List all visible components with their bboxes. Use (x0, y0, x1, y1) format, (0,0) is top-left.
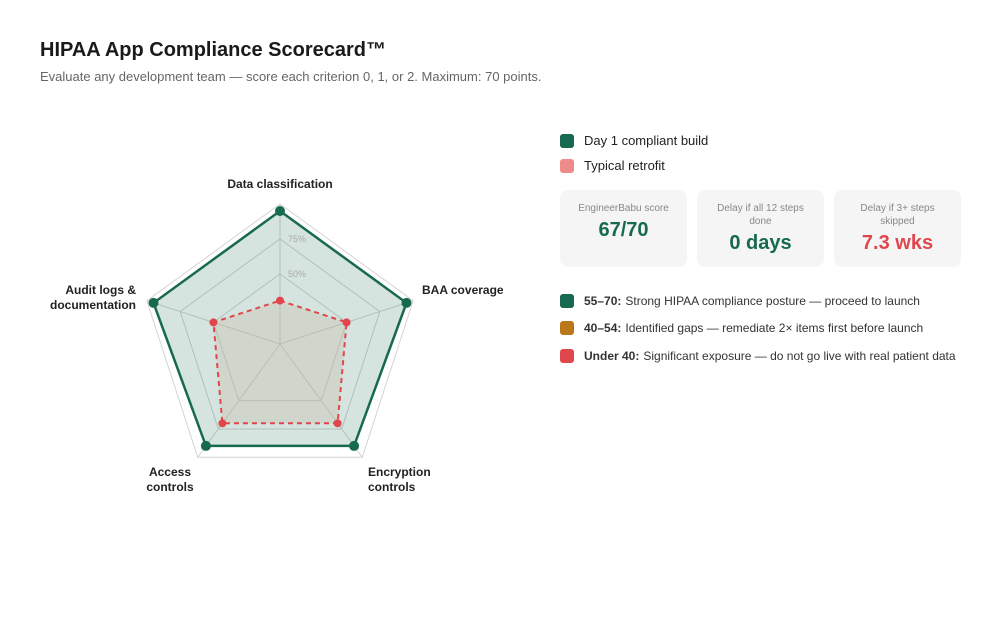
radar-chart: 50% 75% (146, 203, 414, 458)
axis-label: Access controls (146, 465, 194, 494)
legend-item: Typical retrofit (560, 153, 708, 178)
threshold-text: Identified gaps — remediate 2× items fir… (625, 321, 924, 336)
legend-item: Day 1 compliant build (560, 128, 708, 153)
stat-card: EngineerBabu score 67/70 (560, 190, 687, 267)
card-label: Delay if 3+ steps skipped (860, 203, 935, 227)
stat-card: Delay if 3+ steps skipped 7.3 wks (834, 190, 961, 267)
data-point (276, 296, 284, 305)
grid-spoke (197, 343, 281, 458)
subtitle: Evaluate any development team — score ea… (40, 69, 542, 84)
stat-cards: EngineerBabu score 67/70 Delay if all 12 s… (560, 190, 961, 267)
threshold-range: 55–70: (584, 293, 622, 308)
tick-label: 50% (288, 269, 306, 279)
data-point (401, 297, 412, 308)
legend-swatch (560, 133, 574, 148)
axis-label: BAA coverage (422, 283, 504, 297)
series-area (212, 299, 348, 425)
stat-card: Delay if all 12 steps done 0 days (697, 190, 824, 267)
data-point (200, 440, 211, 451)
grid-ring (179, 238, 381, 430)
legend-label: Typical retrofit (584, 158, 665, 173)
threshold-range: Under 40: (584, 348, 640, 363)
threshold-text: Significant exposure — do not go live wi… (643, 348, 956, 363)
grid-spoke (279, 343, 363, 458)
legend-swatch (560, 158, 574, 173)
threshold-range: 40–54: (584, 321, 622, 336)
data-point (342, 318, 351, 327)
grid-ring (212, 273, 348, 402)
data-point (349, 440, 360, 451)
series-area (152, 209, 408, 448)
data-point (275, 206, 285, 216)
threshold-swatch (560, 348, 574, 363)
grid-ring (146, 203, 414, 458)
thresholds: 55–70: Strong HIPAA compliance posture — … (560, 287, 956, 370)
data-point (333, 419, 342, 428)
card-label: Delay if all 12 steps done (717, 203, 804, 227)
threshold-item: 40–54: Identified gaps — remediate 2× ite… (560, 315, 956, 343)
legend: Day 1 compliant build Typical retrofit (560, 128, 708, 178)
threshold-text: Strong HIPAA compliance posture — procee… (625, 293, 920, 308)
title: HIPAA App Compliance Scorecard™ (40, 39, 386, 61)
threshold-swatch (560, 293, 574, 308)
axis-label: Audit logs & documentation (50, 283, 136, 312)
tick-label: 75% (288, 234, 306, 244)
threshold-item: Under 40: Significant exposure — do not g… (560, 342, 956, 370)
card-value: 0 days (729, 232, 792, 254)
data-point (218, 419, 227, 428)
legend-label: Day 1 compliant build (584, 133, 709, 148)
axis-label: Data classification (227, 177, 333, 191)
card-label: EngineerBabu score (578, 203, 669, 214)
axis-label: Encryption controls (368, 465, 431, 494)
threshold-item: 55–70: Strong HIPAA compliance posture — … (560, 287, 956, 315)
card-value: 67/70 (598, 219, 649, 241)
card-value: 7.3 wks (861, 232, 934, 254)
data-point (148, 297, 159, 308)
data-point (209, 318, 218, 327)
threshold-swatch (560, 321, 574, 336)
